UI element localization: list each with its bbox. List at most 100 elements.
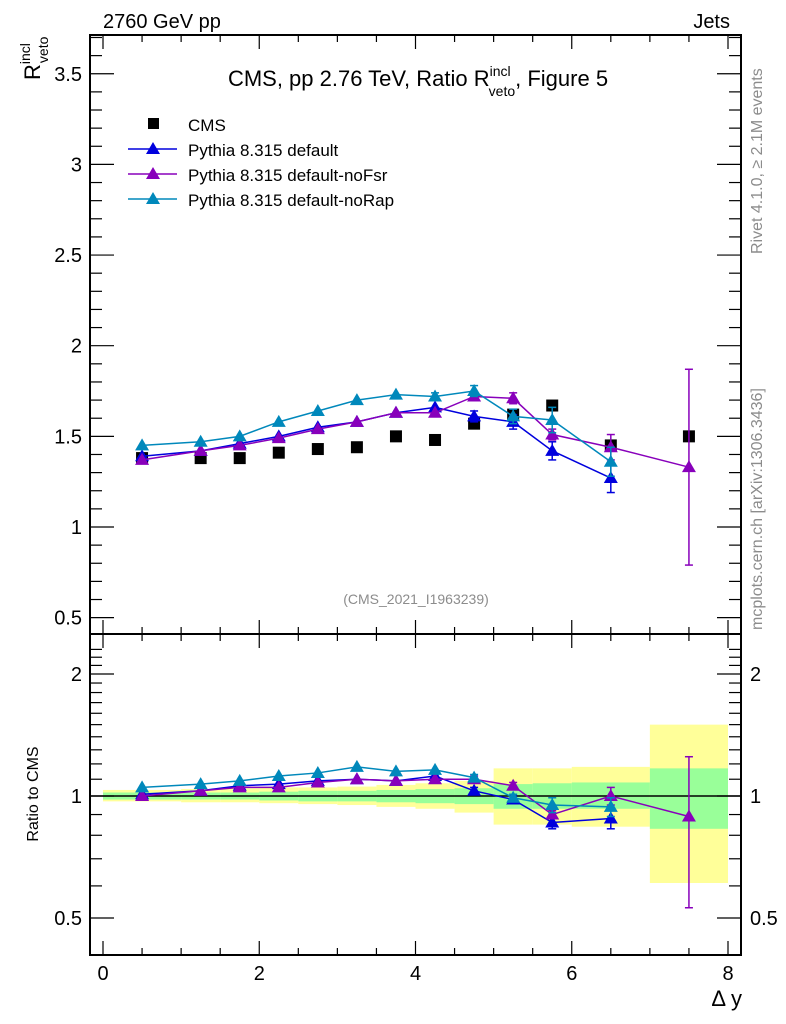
data-point-noRap (310, 765, 325, 778)
data-point-noFsr (193, 443, 208, 456)
ratio-y-tick-label-right: 1 (750, 786, 761, 808)
data-point-noRap (506, 790, 521, 803)
chart-title: CMS, pp 2.76 TeV, Ratio Rincl veto, Figur… (228, 63, 608, 99)
data-point-noRap (545, 413, 560, 426)
data-point-noFsr (271, 431, 286, 444)
data-point-cms (350, 441, 363, 454)
data-point-noRap (193, 777, 208, 790)
data-point-noFsr (232, 438, 247, 451)
y-tick-label: 1.5 (54, 426, 82, 448)
data-point-noFsr (545, 807, 560, 820)
data-point-noRap (545, 798, 560, 811)
data-point-noFsr (310, 775, 325, 788)
x-tick-label: 6 (566, 963, 577, 985)
data-point-cms (546, 399, 559, 412)
data-point-noRap (193, 434, 208, 447)
legend-marker-cms (148, 118, 159, 129)
data-point-noFsr (310, 422, 325, 435)
legend-marker-noFsr (146, 167, 160, 179)
ratio-y-tick-label-right: 0.5 (750, 908, 778, 930)
legend-marker-default (146, 142, 160, 154)
data-point-noRap (506, 409, 521, 422)
y-tick-label: 0.5 (54, 608, 82, 630)
data-point-noRap (310, 403, 325, 416)
data-point-noFsr (603, 440, 618, 453)
data-point-noFsr (388, 773, 403, 786)
data-point-noRap (232, 429, 247, 442)
data-point-default (545, 443, 560, 456)
legend-label-default: Pythia 8.315 default (188, 141, 339, 160)
data-point-noFsr (135, 789, 150, 801)
data-point-noFsr (193, 783, 208, 796)
data-point-cms (272, 446, 285, 459)
data-point-noRap (349, 393, 364, 406)
y-tick-label: 2.5 (54, 245, 82, 267)
data-point-noRap (467, 384, 482, 397)
ratio-y-tick-label: 1 (71, 786, 82, 808)
data-point-noRap (271, 769, 286, 782)
rivet-version-label: Rivet 4.1.0, ≥ 2.1M events (749, 68, 766, 254)
y-tick-label: 3 (71, 154, 82, 176)
data-point-noRap (135, 780, 150, 793)
data-point-noFsr (428, 772, 443, 785)
data-point-default (603, 811, 618, 824)
data-point-noRap (232, 773, 247, 786)
data-point-noRap (428, 389, 443, 402)
mcplots-label: mcplots.cern.ch [arXiv:1306.3436] (749, 388, 766, 630)
legend-label-noRap: Pythia 8.315 default-noRap (188, 191, 394, 210)
ratio-y-tick-label-right: 2 (750, 664, 761, 686)
y-tick-label: 1 (71, 517, 82, 539)
data-point-noFsr (428, 405, 443, 418)
data-point-noFsr (349, 414, 364, 427)
legend-label-cms: CMS (188, 116, 226, 135)
x-tick-label: 0 (97, 963, 108, 985)
data-point-default (603, 471, 618, 484)
data-point-noFsr (135, 452, 150, 465)
data-point-default (467, 409, 482, 422)
data-point-noFsr (506, 391, 521, 404)
ratio-y-tick-label: 2 (71, 664, 82, 686)
analysis-id-label: (CMS_2021_I1963239) (343, 591, 489, 607)
series-line-noRap (142, 766, 611, 808)
data-point-cms (233, 452, 246, 465)
data-point-noRap (349, 759, 364, 772)
ratio-y-tick-label: 0.5 (54, 908, 82, 930)
ratio-y-axis-label: Ratio to CMS (25, 746, 42, 841)
data-point-default (467, 783, 482, 796)
data-point-cms (311, 443, 324, 456)
series-line-noFsr (141, 395, 690, 468)
legend-marker-noRap (146, 192, 160, 204)
main-y-axis-label: Rincl veto (17, 36, 51, 80)
data-point-noFsr (681, 809, 696, 822)
data-point-noRap (135, 438, 150, 451)
data-point-noRap (271, 414, 286, 427)
x-tick-label: 2 (254, 963, 265, 985)
x-axis-label: Δ y (711, 986, 742, 1011)
data-point-default (545, 815, 560, 828)
data-point-noFsr (506, 778, 521, 791)
x-tick-label: 4 (410, 963, 421, 985)
data-point-noRap (467, 770, 482, 783)
data-point-noRap (428, 762, 443, 775)
data-point-noRap (603, 799, 618, 812)
data-point-noFsr (349, 772, 364, 785)
legend: CMS Pythia 8.315 default Pythia 8.315 defa… (128, 116, 394, 210)
legend-label-noFsr: Pythia 8.315 default-noFsr (188, 166, 388, 185)
y-tick-label: 2 (71, 336, 82, 358)
data-point-noFsr (545, 427, 560, 440)
x-tick-label: 8 (722, 963, 733, 985)
data-point-noFsr (681, 460, 696, 473)
data-point-noRap (388, 387, 403, 400)
data-point-noFsr (271, 780, 286, 793)
data-point-cms (389, 430, 402, 443)
top-left-label: 2760 GeV pp (103, 11, 221, 33)
data-point-noFsr (232, 780, 247, 793)
data-point-noFsr (388, 405, 403, 418)
data-point-cms (429, 433, 442, 446)
data-point-noRap (603, 454, 618, 467)
data-point-noRap (388, 764, 403, 777)
series-line-noRap (142, 390, 612, 463)
top-right-label: Jets (693, 11, 730, 33)
